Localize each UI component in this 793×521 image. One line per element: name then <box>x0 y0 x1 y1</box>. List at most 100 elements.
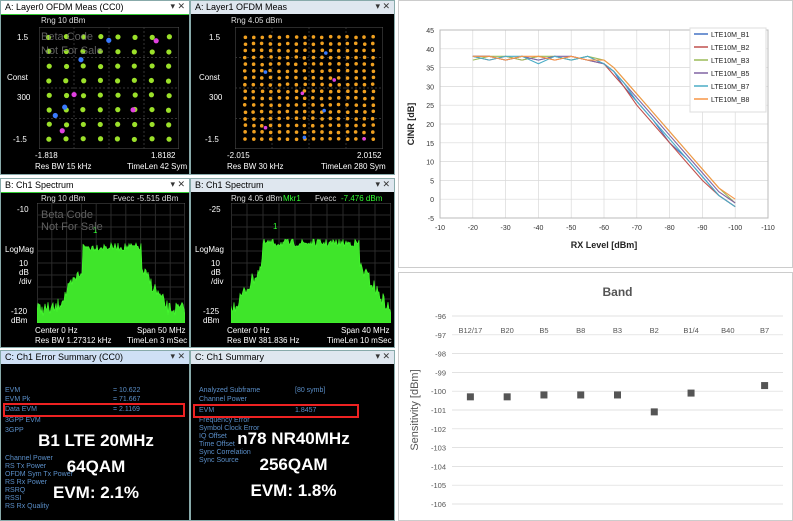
constellation-point <box>294 123 299 128</box>
constellation-point <box>268 123 273 128</box>
constellation-point <box>311 129 316 134</box>
constellation-point <box>336 48 341 53</box>
window-buttons[interactable]: ▾ ✕ <box>170 351 185 361</box>
constellation-point <box>362 55 367 60</box>
timelen-label: TimeLen 10 mSec <box>327 336 392 345</box>
constellation-point <box>371 69 376 74</box>
y-mid-label: 300 <box>17 93 31 102</box>
pilot-point <box>106 37 112 43</box>
range-label: Rng 4.05 dBm <box>231 194 283 203</box>
constellation-point <box>370 130 375 134</box>
constellation-point <box>149 121 155 128</box>
constellation-point <box>354 55 358 60</box>
constellation-point <box>370 116 375 121</box>
constellation-point <box>286 62 290 66</box>
constellation-point <box>328 76 333 80</box>
constellation-point <box>242 55 247 60</box>
constellation-point <box>80 63 86 69</box>
constellation-point <box>286 49 290 53</box>
constellation-point <box>285 96 290 100</box>
constellation-point <box>63 136 69 142</box>
y-axis-label: CINR [dB] <box>406 103 416 146</box>
constellation-point <box>336 137 341 141</box>
window-buttons[interactable]: ▾ ✕ <box>170 179 185 189</box>
y-tick-label: 45 <box>426 28 434 35</box>
constellation-point <box>303 82 307 87</box>
constellation-point <box>242 103 247 107</box>
window-buttons[interactable]: ▾ ✕ <box>170 1 185 11</box>
constellation-point <box>63 48 69 55</box>
constellation-point <box>243 62 248 66</box>
y-tick-label: 5 <box>430 178 434 185</box>
data-point <box>614 391 621 399</box>
constellation-point <box>328 55 333 60</box>
constellation-point <box>311 137 316 141</box>
constellation-point <box>294 35 299 39</box>
constellation-point <box>354 95 358 100</box>
constellation-point <box>337 55 341 60</box>
constellation-point <box>259 48 264 53</box>
pilot-point <box>153 38 159 44</box>
constellation-point <box>285 75 289 80</box>
constellation-point <box>268 62 273 66</box>
constellation-point <box>345 103 349 107</box>
constellation-point <box>259 55 264 59</box>
spectrum-panel-lte: B: Ch1 Spectrum ▾ ✕ Rng 10 dBm Fvecc -5.… <box>0 178 190 348</box>
constellation-point <box>149 49 155 55</box>
constellation-point <box>46 121 52 127</box>
constellation-point <box>336 96 341 100</box>
span-label: Span 50 MHz <box>137 326 186 335</box>
row-label: Channel Power <box>5 455 53 462</box>
constellation-point <box>252 35 256 40</box>
window-buttons[interactable]: ▾ ✕ <box>375 351 390 361</box>
constellation-point <box>345 82 350 87</box>
watermark-line1: Beta Code <box>41 31 93 43</box>
constellation-point <box>115 92 121 98</box>
constellation-point <box>362 48 366 53</box>
constellation-point <box>242 69 247 73</box>
constellation-point <box>243 89 248 94</box>
const-label: Const <box>7 73 28 82</box>
y-top-label: -25 <box>209 205 221 214</box>
window-buttons[interactable]: ▾ ✕ <box>375 179 390 189</box>
window-buttons[interactable]: ▾ ✕ <box>375 1 390 11</box>
pilot-point <box>71 91 77 98</box>
row-value: [80 symb] <box>295 387 326 394</box>
y-tick-label: -105 <box>431 481 446 490</box>
row-label: Frequency Error <box>199 417 250 424</box>
constellation-point <box>269 55 273 59</box>
constellation-point <box>251 96 256 100</box>
spectrum-panel-nr: B: Ch1 Spectrum ▾ ✕ Rng 4.05 dBm Mkr1 Fv… <box>190 178 395 348</box>
constellation-point <box>328 103 333 107</box>
timelen-label: TimeLen 3 mSec <box>127 336 188 345</box>
row-label: Data EVM <box>5 406 37 413</box>
constellation-point <box>277 116 281 121</box>
constellation-point <box>114 78 121 84</box>
constellation-point <box>363 96 367 101</box>
legend-label: LTE10M_B8 <box>711 97 749 104</box>
constellation-point <box>302 116 307 120</box>
caption-band: B1 LTE 20MHz <box>38 431 154 450</box>
y-tick-label: 30 <box>426 84 434 91</box>
constellation-point <box>320 117 324 121</box>
center-label: Center 0 Hz <box>35 326 78 335</box>
constellation-point <box>165 107 172 113</box>
constellation-point <box>337 42 342 46</box>
pilot-point <box>130 107 136 113</box>
constellation-point <box>149 34 155 40</box>
constellation-point <box>259 68 264 73</box>
row-label: RSRQ <box>5 487 26 494</box>
y-top-label: 1.5 <box>17 33 29 42</box>
pilot-point <box>362 137 366 141</box>
panel-title: C: Ch1 Error Summary (CC0) <box>1 351 189 364</box>
constellation-point <box>277 123 282 128</box>
constellation-point <box>243 123 248 127</box>
constellation-point <box>320 55 324 60</box>
span-label: Span 40 MHz <box>341 326 390 335</box>
constellation-point <box>251 41 256 46</box>
row-label: Sync Source <box>199 457 239 464</box>
constellation-point <box>80 107 86 113</box>
y-tick-label: -5 <box>428 216 434 223</box>
constellation-point <box>320 103 324 107</box>
